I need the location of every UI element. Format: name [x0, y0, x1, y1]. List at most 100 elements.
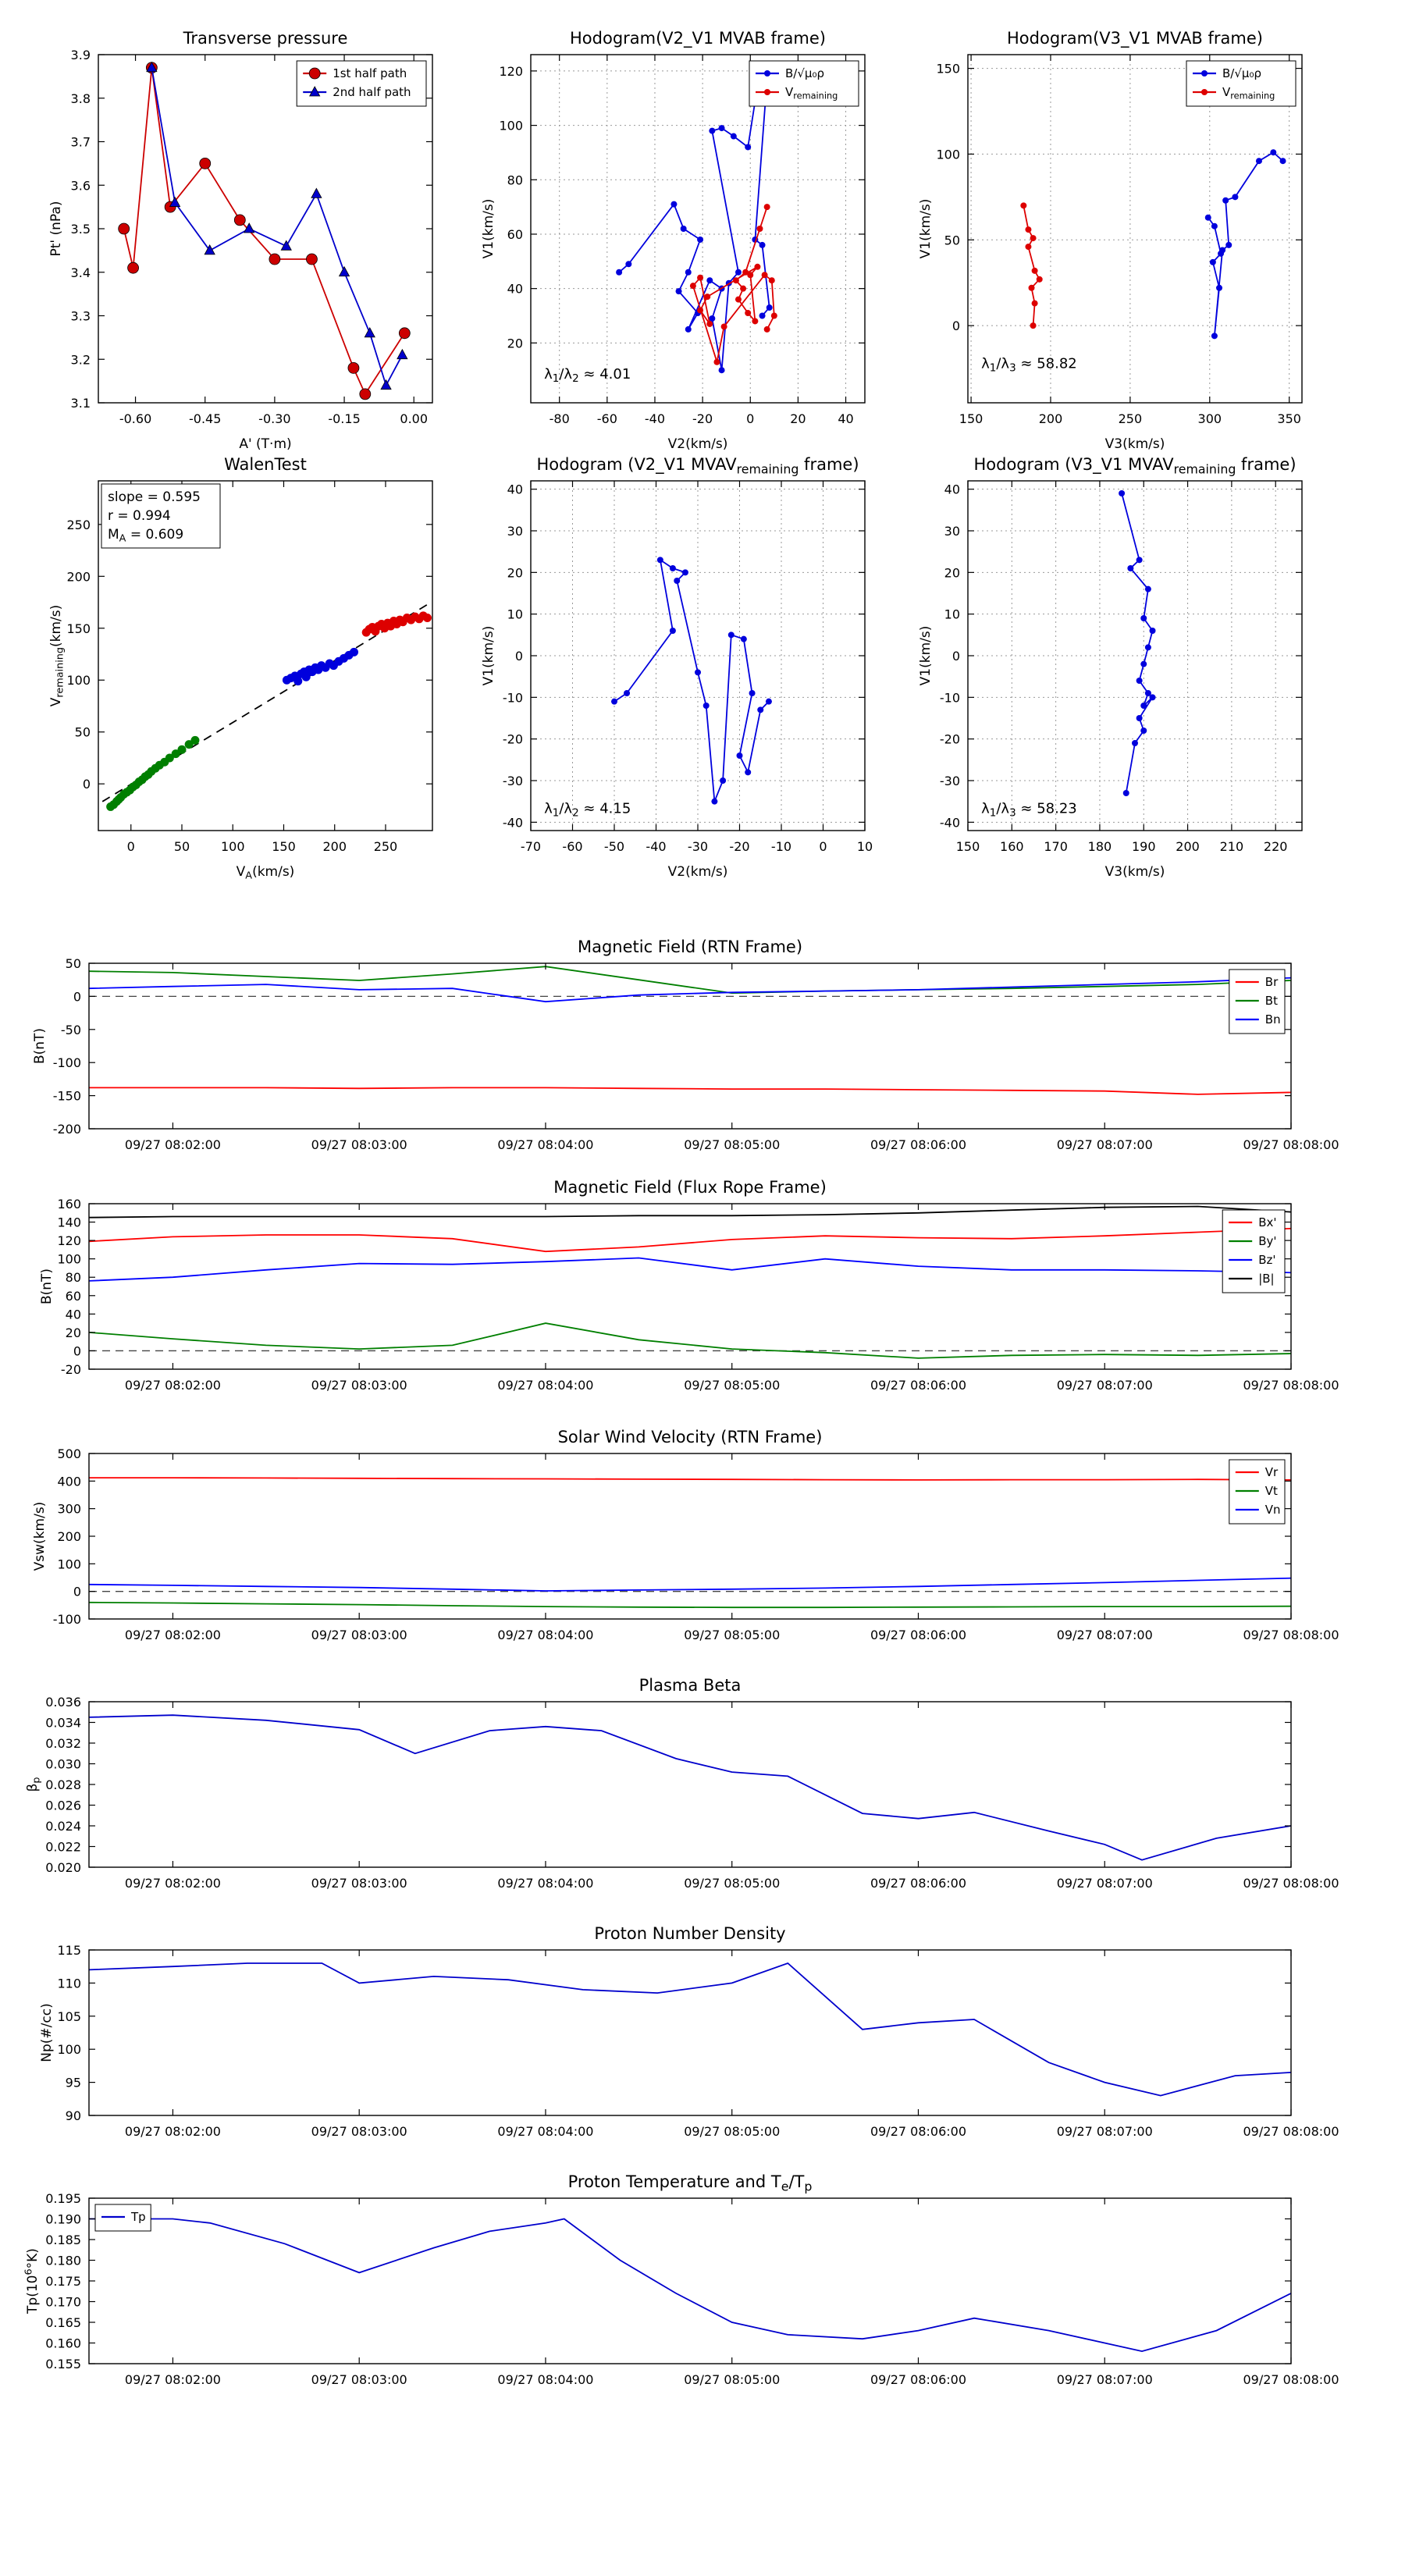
lambda-annotation: λ1/λ2 ≈ 4.15 — [544, 801, 631, 820]
point-marker — [756, 226, 763, 232]
point-marker — [685, 269, 692, 276]
y-tick-label: 0 — [952, 318, 960, 333]
point-marker — [1209, 258, 1216, 265]
lambda-annotation: λ1/λ3 ≈ 58.23 — [981, 801, 1077, 820]
triangle-marker — [397, 348, 408, 360]
point-marker — [171, 749, 180, 759]
series-vremaining — [1023, 205, 1040, 326]
y-tick-label: 300 — [57, 1501, 81, 1516]
y-axis-label: V1(km/s) — [481, 626, 496, 686]
y-tick-label: 0.160 — [45, 2336, 81, 2350]
point-marker — [670, 201, 678, 208]
point-marker — [306, 253, 318, 265]
series-line — [1121, 493, 1154, 794]
x-tick-label: 09/27 08:05:00 — [684, 1628, 780, 1642]
point-marker — [1201, 89, 1208, 95]
x-tick-label: 09/27 08:07:00 — [1057, 1137, 1153, 1152]
y-tick-label: 90 — [66, 2108, 81, 2123]
chart-transverse-pressure: -0.60 -0.45 -0.30 -0.15 0.00 3.1 3.2 3.3 3.4 3.5 3… — [48, 29, 433, 452]
y-tick-label: 100 — [499, 118, 523, 133]
y-tick-label: -10 — [940, 690, 960, 705]
point-marker — [749, 690, 756, 696]
point-marker — [709, 127, 716, 134]
x-tick-label: 200 — [322, 839, 347, 854]
axes-frame — [88, 1203, 1292, 1370]
y-tick-label: 60 — [507, 226, 523, 241]
y-tick-label: 140 — [57, 1215, 81, 1229]
x-tick-label: -50 — [604, 839, 624, 854]
y-tick-label: -50 — [61, 1022, 81, 1037]
chart-title: Magnetic Field (Flux Rope Frame) — [553, 1178, 827, 1197]
point-marker — [768, 277, 775, 284]
series-1sthalfpath — [123, 67, 406, 396]
legend-label: Br — [1265, 975, 1279, 989]
x-tick-label: 150 — [959, 411, 984, 426]
chart-b-flux-rope: 09/27 08:02:00 09/27 08:03:00 09/27 08:04:… — [39, 1178, 1339, 1393]
point-marker — [308, 67, 321, 80]
point-marker — [675, 288, 682, 295]
point-marker — [764, 70, 770, 76]
point-marker — [718, 125, 725, 132]
point-marker — [1140, 660, 1147, 667]
x-tick-label: 09/27 08:03:00 — [311, 1137, 407, 1152]
point-marker — [745, 769, 752, 776]
y-tick-label: 100 — [57, 1557, 81, 1571]
x-axis-label: A' (T·m) — [239, 436, 291, 452]
y-tick-label: 40 — [507, 281, 523, 296]
triangle-marker — [338, 265, 350, 277]
x-tick-label: 09/27 08:04:00 — [497, 1628, 593, 1642]
y-tick-label: 100 — [57, 2042, 81, 2057]
y-tick-label: 3.1 — [71, 396, 91, 411]
point-marker — [680, 226, 687, 232]
series-vr — [89, 1477, 1292, 1481]
point-marker — [301, 672, 311, 681]
legend-label: Bt — [1265, 994, 1278, 1008]
x-tick-label: 250 — [374, 839, 398, 854]
legend-label: 1st half path — [333, 66, 407, 80]
x-tick-label: 09/27 08:08:00 — [1243, 1378, 1339, 1393]
point-marker — [702, 703, 710, 709]
point-marker — [718, 367, 725, 374]
x-tick-label: 10 — [857, 839, 873, 854]
point-marker — [1025, 244, 1032, 251]
series-bt — [88, 966, 1292, 994]
series-vn — [88, 1577, 1292, 1592]
point-marker — [184, 740, 194, 749]
x-tick-label: 160 — [1000, 839, 1024, 854]
y-tick-label: -100 — [53, 1612, 81, 1627]
axes-frame — [967, 54, 1303, 404]
x-tick-label: -70 — [521, 839, 541, 854]
y-tick-label: 50 — [75, 724, 91, 739]
y-tick-label: 0 — [952, 649, 960, 664]
y-tick-label: 0 — [73, 1584, 81, 1599]
axes-frame — [967, 480, 1303, 831]
point-marker — [669, 565, 676, 571]
y-tick-label: 105 — [57, 2008, 81, 2023]
point-marker — [727, 632, 735, 639]
y-tick-label: 0 — [83, 777, 91, 792]
point-marker — [757, 706, 764, 713]
y-tick-label: 40 — [66, 1307, 81, 1322]
axes-frame — [88, 962, 1292, 1130]
chart-title: Plasma Beta — [639, 1676, 742, 1695]
y-tick-label: 3.2 — [71, 352, 91, 367]
x-tick-label: 190 — [1132, 839, 1156, 854]
point-marker — [742, 269, 749, 276]
x-tick-label: 0 — [746, 411, 754, 426]
x-tick-label: 150 — [272, 839, 296, 854]
point-marker — [199, 157, 212, 169]
y-tick-label: 0.034 — [45, 1715, 81, 1730]
point-marker — [697, 274, 704, 281]
series-bx — [88, 1227, 1292, 1253]
legend-label: Bx' — [1258, 1215, 1276, 1229]
x-tick-label: 09/27 08:06:00 — [870, 1137, 966, 1152]
y-tick-label: 0.165 — [45, 2315, 81, 2330]
point-marker — [764, 89, 770, 95]
point-marker — [1211, 222, 1218, 229]
point-marker — [1020, 202, 1027, 209]
point-marker — [1140, 728, 1147, 734]
x-tick-label: 09/27 08:03:00 — [311, 2372, 407, 2387]
y-tick-label: 120 — [499, 63, 523, 78]
